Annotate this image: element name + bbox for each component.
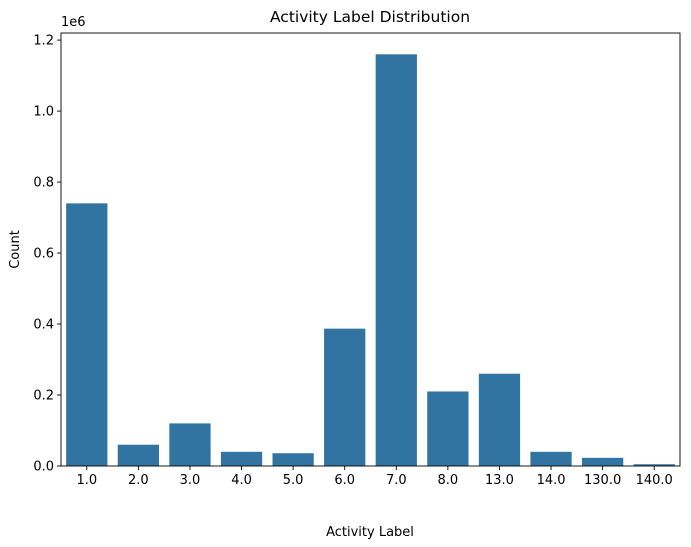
bars-group [66, 54, 675, 467]
bar-14.0 [530, 451, 572, 466]
y-tick-label: 1.0 [33, 105, 54, 120]
x-tick-label: 3.0 [180, 473, 201, 488]
bar-4.0 [220, 451, 263, 466]
y-tick-label: 0.8 [33, 176, 54, 191]
bar-140.0 [633, 464, 675, 466]
y-axis-offset-label: 1e6 [61, 15, 86, 30]
bar-2.0 [117, 444, 160, 466]
y-tick-label: 0.0 [33, 460, 54, 475]
x-tick-label: 140.0 [636, 473, 673, 488]
bar-3.0 [169, 423, 211, 466]
x-tick-label: 130.0 [584, 473, 621, 488]
chart-title: Activity Label Distribution [270, 8, 470, 26]
x-tick-label: 1.0 [76, 473, 97, 488]
y-tick-label: 0.6 [33, 247, 54, 262]
x-tick-label: 2.0 [128, 473, 149, 488]
x-tick-label: 6.0 [334, 473, 355, 488]
x-tick-label: 8.0 [438, 473, 459, 488]
y-tick-label: 1.2 [33, 34, 54, 49]
ticks-group: 1.0 2.0 3.0 4.0 5.0 6.0 7.0 8.0 13.0 14.0 130.0 140… [33, 34, 673, 488]
bar-8.0 [427, 391, 469, 466]
bar-13.0 [478, 373, 521, 466]
x-tick-label: 5.0 [283, 473, 304, 488]
x-tick-label: 4.0 [231, 473, 252, 488]
bar-1.0 [66, 203, 108, 466]
y-tick-label: 0.2 [33, 389, 54, 404]
bar-5.0 [272, 453, 314, 466]
x-axis-label: Activity Label [326, 525, 414, 540]
bar-130.0 [581, 457, 624, 466]
plot-frame [60, 32, 681, 467]
x-tick-label: 7.0 [386, 473, 407, 488]
x-tick-label: 14.0 [537, 473, 566, 488]
x-tick-label: 13.0 [485, 473, 514, 488]
y-tick-label: 0.4 [33, 318, 54, 333]
y-axis-label: Count [8, 230, 23, 269]
bar-6.0 [324, 328, 366, 466]
bar-7.0 [375, 54, 417, 467]
